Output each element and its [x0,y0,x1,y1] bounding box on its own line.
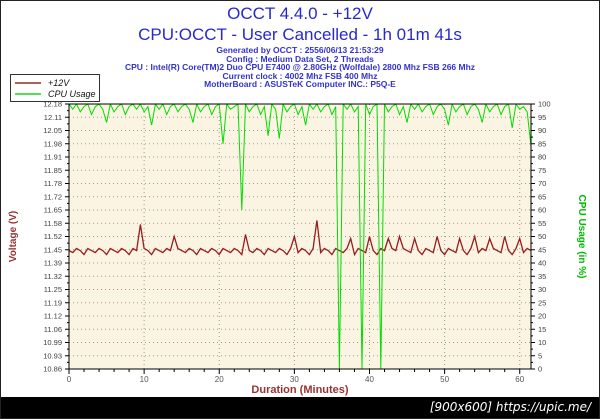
svg-text:11.25: 11.25 [44,285,62,294]
svg-text:20: 20 [538,312,546,321]
cpu-usage-series-line [69,104,531,369]
info-motherboard: MotherBoard : ASUSTeK Computer INC.: P5Q… [204,79,396,90]
svg-text:11.45: 11.45 [44,245,62,254]
svg-text:11.58: 11.58 [44,219,62,228]
legend-label-cpu-usage: CPU Usage [48,88,96,99]
svg-text:0: 0 [67,375,72,384]
svg-text:10.99: 10.99 [43,338,62,347]
legend-label-voltage: +12V [48,77,70,88]
watermark-text: [900x600] https://upic.me/ [429,400,591,414]
info-config: Config : Medium Data Set, 2 Threads [226,53,374,64]
svg-text:40: 40 [538,259,546,268]
report-title: OCCT 4.4.0 - +12V [227,4,373,23]
svg-text:5: 5 [538,351,542,360]
svg-text:11.06: 11.06 [44,325,62,334]
svg-text:100: 100 [538,100,551,109]
svg-text:11.39: 11.39 [44,259,62,268]
svg-text:11.65: 11.65 [44,206,62,215]
svg-text:85: 85 [538,139,546,148]
svg-text:11.78: 11.78 [44,179,62,188]
cpu-usage-line-swatch [15,92,41,95]
svg-text:12.18: 12.18 [43,100,62,109]
report-info-block: Generated by OCCT : 2556/06/13 21:53:29 … [1,46,599,89]
svg-text:11.12: 11.12 [44,312,62,321]
x-axis: 0 10 20 30 40 50 60 [67,369,525,384]
svg-text:11.52: 11.52 [44,232,62,241]
svg-text:35: 35 [538,272,546,281]
svg-text:0: 0 [538,365,542,374]
svg-text:65: 65 [538,192,546,201]
svg-text:12.05: 12.05 [43,126,62,135]
svg-text:80: 80 [538,153,546,162]
svg-text:90: 90 [538,126,546,135]
legend-item-cpu-usage: CPU Usage [15,88,96,99]
info-current-clock: Current clock : 4002 Mhz FSB 400 Mhz [222,70,378,81]
gridlines [69,104,531,369]
svg-text:11.19: 11.19 [44,298,62,307]
svg-text:95: 95 [538,113,546,122]
svg-text:10: 10 [538,338,546,347]
duration-axis-title: Duration (Minutes) [251,384,348,396]
svg-text:11.85: 11.85 [44,166,62,175]
chart-legend: +12V CPU Usage [10,74,100,102]
svg-text:20: 20 [215,375,224,384]
voltage-series-line [69,220,531,257]
svg-text:50: 50 [440,375,449,384]
svg-text:30: 30 [538,285,546,294]
svg-text:60: 60 [538,206,546,215]
svg-text:75: 75 [538,166,546,175]
report-subtitle: CPU:OCCT - User Cancelled - 1h 01m 41s [138,25,462,44]
svg-text:10: 10 [140,375,149,384]
svg-text:15: 15 [538,325,546,334]
cpu-usage-axis-title: CPU Usage (in %) [576,195,587,279]
svg-text:10.93: 10.93 [43,351,62,360]
svg-text:11.32: 11.32 [44,272,62,281]
svg-text:11.91: 11.91 [44,153,62,162]
svg-text:10.86: 10.86 [43,365,62,374]
svg-text:30: 30 [290,375,299,384]
series-group [69,104,531,369]
svg-text:12.11: 12.11 [44,113,62,122]
legend-item-voltage: +12V [15,77,95,88]
svg-text:45: 45 [538,245,546,254]
watermark-bar: [900x600] https://upic.me/ [1,397,599,418]
svg-text:55: 55 [538,219,546,228]
svg-text:50: 50 [538,232,546,241]
svg-text:11.98: 11.98 [44,139,62,148]
svg-text:70: 70 [538,179,546,188]
voltage-axis-title: Voltage (V) [8,211,19,262]
svg-text:40: 40 [365,375,374,384]
info-generated: Generated by OCCT : 2556/06/13 21:53:29 [216,45,384,55]
svg-text:11.72: 11.72 [44,192,62,201]
svg-text:25: 25 [538,298,546,307]
voltage-line-swatch [15,81,41,84]
info-cpu: CPU : Intel(R) Core(TM)2 Duo CPU E7400 @… [124,62,476,73]
svg-text:60: 60 [515,375,524,384]
